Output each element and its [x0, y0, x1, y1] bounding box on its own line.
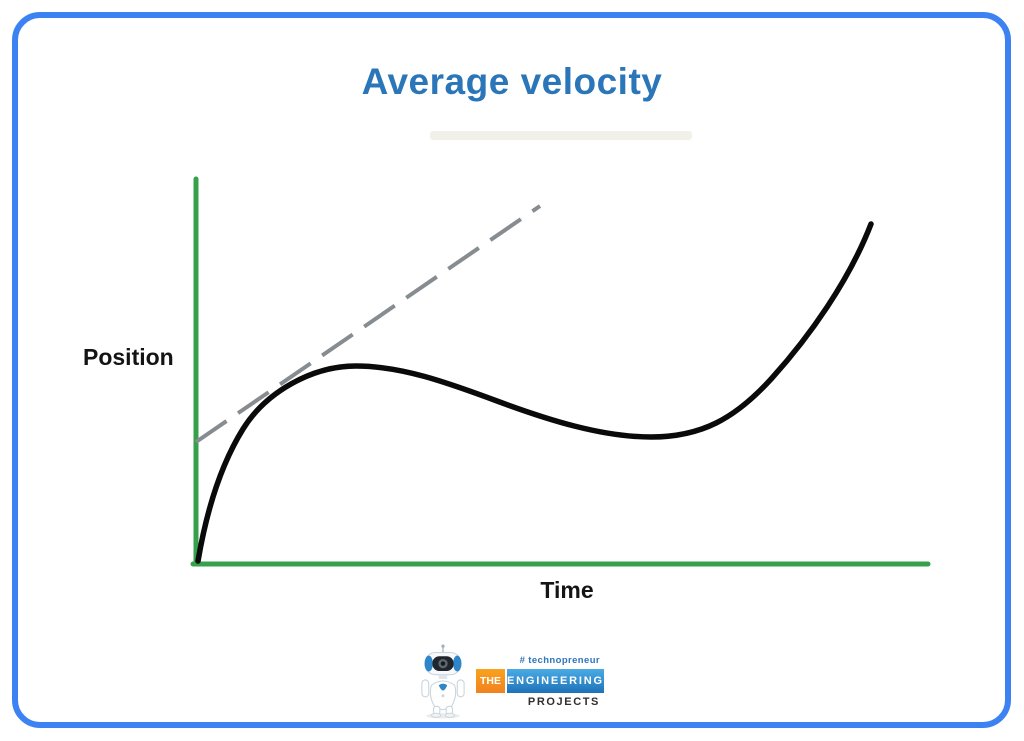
logo-word-the: THE — [476, 669, 505, 693]
logo-tagline: # technopreneur — [519, 655, 600, 666]
position-curve — [195, 221, 874, 564]
brand-logo-text: # technopreneur THE ENGINEERING PROJECTS — [476, 655, 604, 708]
title-underline-artifact — [430, 131, 692, 140]
logo-word-projects: PROJECTS — [527, 696, 600, 708]
logo-word-engineering: ENGINEERING — [507, 669, 604, 693]
average-velocity-dashed-line — [194, 204, 542, 444]
brand-logo: # technopreneur THE ENGINEERING PROJECTS — [414, 643, 604, 723]
chart-title: Average velocity — [361, 61, 663, 102]
y-axis-label: Position — [83, 344, 174, 370]
logo-wordmark: THE ENGINEERING — [476, 669, 604, 693]
x-axis-label: Time — [540, 577, 594, 603]
robot-mascot-icon — [421, 644, 465, 719]
